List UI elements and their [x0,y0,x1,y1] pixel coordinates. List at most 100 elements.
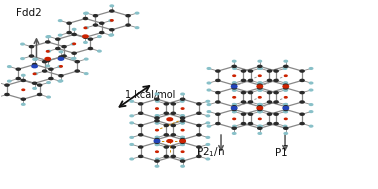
Text: 1 kcal/mol: 1 kcal/mol [125,90,175,100]
Circle shape [309,125,313,127]
Circle shape [258,87,262,89]
Circle shape [197,155,201,157]
Circle shape [242,92,246,94]
Circle shape [283,85,288,88]
Circle shape [59,20,62,22]
Circle shape [259,111,262,112]
Circle shape [233,68,236,69]
Circle shape [207,82,211,84]
Circle shape [181,93,184,95]
Circle shape [110,34,113,36]
Circle shape [284,97,287,98]
Circle shape [43,61,47,63]
Circle shape [46,65,50,67]
Circle shape [284,68,287,69]
Circle shape [231,85,237,88]
Circle shape [258,68,261,69]
Circle shape [284,60,288,62]
Circle shape [259,75,261,76]
Circle shape [5,84,9,86]
Circle shape [109,20,112,22]
Circle shape [181,137,184,138]
Circle shape [232,106,236,108]
Circle shape [274,101,278,103]
Circle shape [84,17,88,19]
Circle shape [309,68,313,69]
Circle shape [206,100,209,102]
Circle shape [126,15,130,17]
Circle shape [267,113,271,115]
Circle shape [274,113,278,115]
Circle shape [284,106,288,108]
Circle shape [130,144,133,145]
Circle shape [258,104,262,105]
Circle shape [181,108,184,109]
Circle shape [130,122,133,124]
Circle shape [206,115,209,117]
Circle shape [284,104,287,105]
Circle shape [100,32,104,34]
Circle shape [8,66,11,67]
Circle shape [29,55,34,57]
Circle shape [62,55,66,57]
Circle shape [257,107,263,109]
Circle shape [88,38,93,40]
Circle shape [46,41,50,43]
Circle shape [181,98,185,100]
Circle shape [72,33,76,36]
Circle shape [56,47,60,50]
Circle shape [155,117,159,119]
Circle shape [267,122,271,125]
Circle shape [156,151,158,152]
Circle shape [284,84,288,86]
Circle shape [156,108,158,109]
Circle shape [309,89,313,91]
Circle shape [216,101,220,103]
Circle shape [207,125,211,127]
Circle shape [171,124,175,126]
Circle shape [258,108,262,111]
Circle shape [242,70,246,72]
Circle shape [258,89,261,91]
Circle shape [300,122,304,125]
Circle shape [181,141,185,143]
Circle shape [130,137,133,138]
Circle shape [233,97,235,98]
Circle shape [93,24,98,26]
Circle shape [309,82,313,84]
Circle shape [207,104,211,105]
Circle shape [216,113,220,115]
Circle shape [232,87,236,89]
Circle shape [126,24,130,26]
Circle shape [73,57,76,59]
Circle shape [88,47,93,50]
Circle shape [93,15,98,17]
Circle shape [258,125,261,127]
Circle shape [284,89,287,91]
Circle shape [155,139,159,141]
Circle shape [233,75,235,76]
Circle shape [258,111,262,113]
Circle shape [85,73,88,74]
Circle shape [206,122,209,124]
Circle shape [284,108,288,111]
Circle shape [139,124,143,126]
Circle shape [46,60,50,62]
Circle shape [110,10,114,12]
Circle shape [274,122,278,125]
Circle shape [43,70,47,72]
Circle shape [180,140,185,143]
Circle shape [242,101,246,103]
Circle shape [259,125,262,127]
Circle shape [84,27,87,29]
Circle shape [164,124,168,126]
Circle shape [29,46,34,48]
Circle shape [110,5,113,7]
Circle shape [216,92,220,94]
Circle shape [197,134,201,136]
Circle shape [181,144,184,145]
Circle shape [67,22,71,24]
Circle shape [139,146,143,148]
Circle shape [156,137,159,138]
Circle shape [181,100,184,102]
